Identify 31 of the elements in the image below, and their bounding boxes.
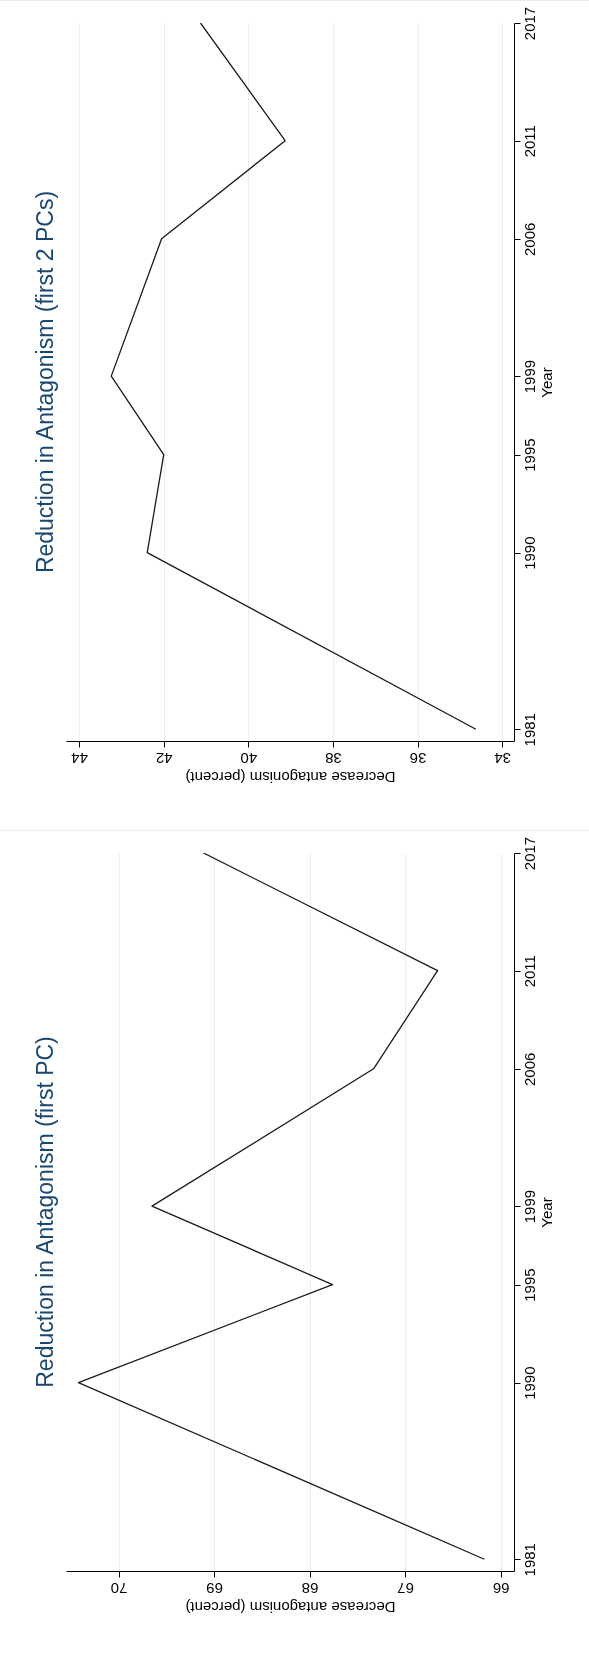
- x-tick-label: 42: [155, 749, 173, 767]
- x-tick-label: 36: [409, 749, 427, 767]
- y-tick-label: 1999: [520, 359, 538, 394]
- y-tick-label: 1995: [520, 438, 538, 472]
- y-axis-title: Year: [537, 1197, 555, 1228]
- y-tick-label: 1990: [520, 536, 538, 570]
- x-tick-label: 67: [397, 1579, 414, 1597]
- x-tick-label: 70: [110, 1579, 128, 1597]
- y-tick-label: 1981: [520, 713, 538, 747]
- x-tick-label: 40: [240, 749, 258, 767]
- y-tick-label: 2011: [520, 955, 538, 988]
- y-tick-label: 1995: [520, 1268, 538, 1302]
- y-tick-label: 1999: [520, 1189, 538, 1224]
- x-tick-label: 68: [301, 1579, 319, 1597]
- y-tick-label: 2006: [520, 1052, 538, 1086]
- x-tick-label: 34: [494, 749, 511, 767]
- y-tick-label: 2006: [520, 222, 538, 256]
- y-tick-label: 2017: [520, 6, 538, 41]
- text: Reduction in Antagonism (first 2 PCs): [32, 190, 58, 574]
- x-tick-label: 38: [325, 749, 342, 767]
- x-tick-label: 66: [492, 1579, 510, 1597]
- y-tick-label: 1981: [520, 1543, 538, 1577]
- y-tick-label: 1990: [520, 1366, 538, 1400]
- x-axis-title: Decrease antagonism (percent): [185, 768, 396, 786]
- x-tick-label: 69: [206, 1579, 223, 1597]
- y-tick-label: 2011: [520, 125, 538, 158]
- y-tick-label: 2017: [520, 836, 538, 871]
- x-axis-title: Decrease antagonism (percent): [185, 1598, 396, 1616]
- x-tick-label: 44: [71, 749, 88, 767]
- text: Reduction in Antagonism (first PC): [32, 1036, 58, 1388]
- y-axis-title: Year: [537, 367, 555, 398]
